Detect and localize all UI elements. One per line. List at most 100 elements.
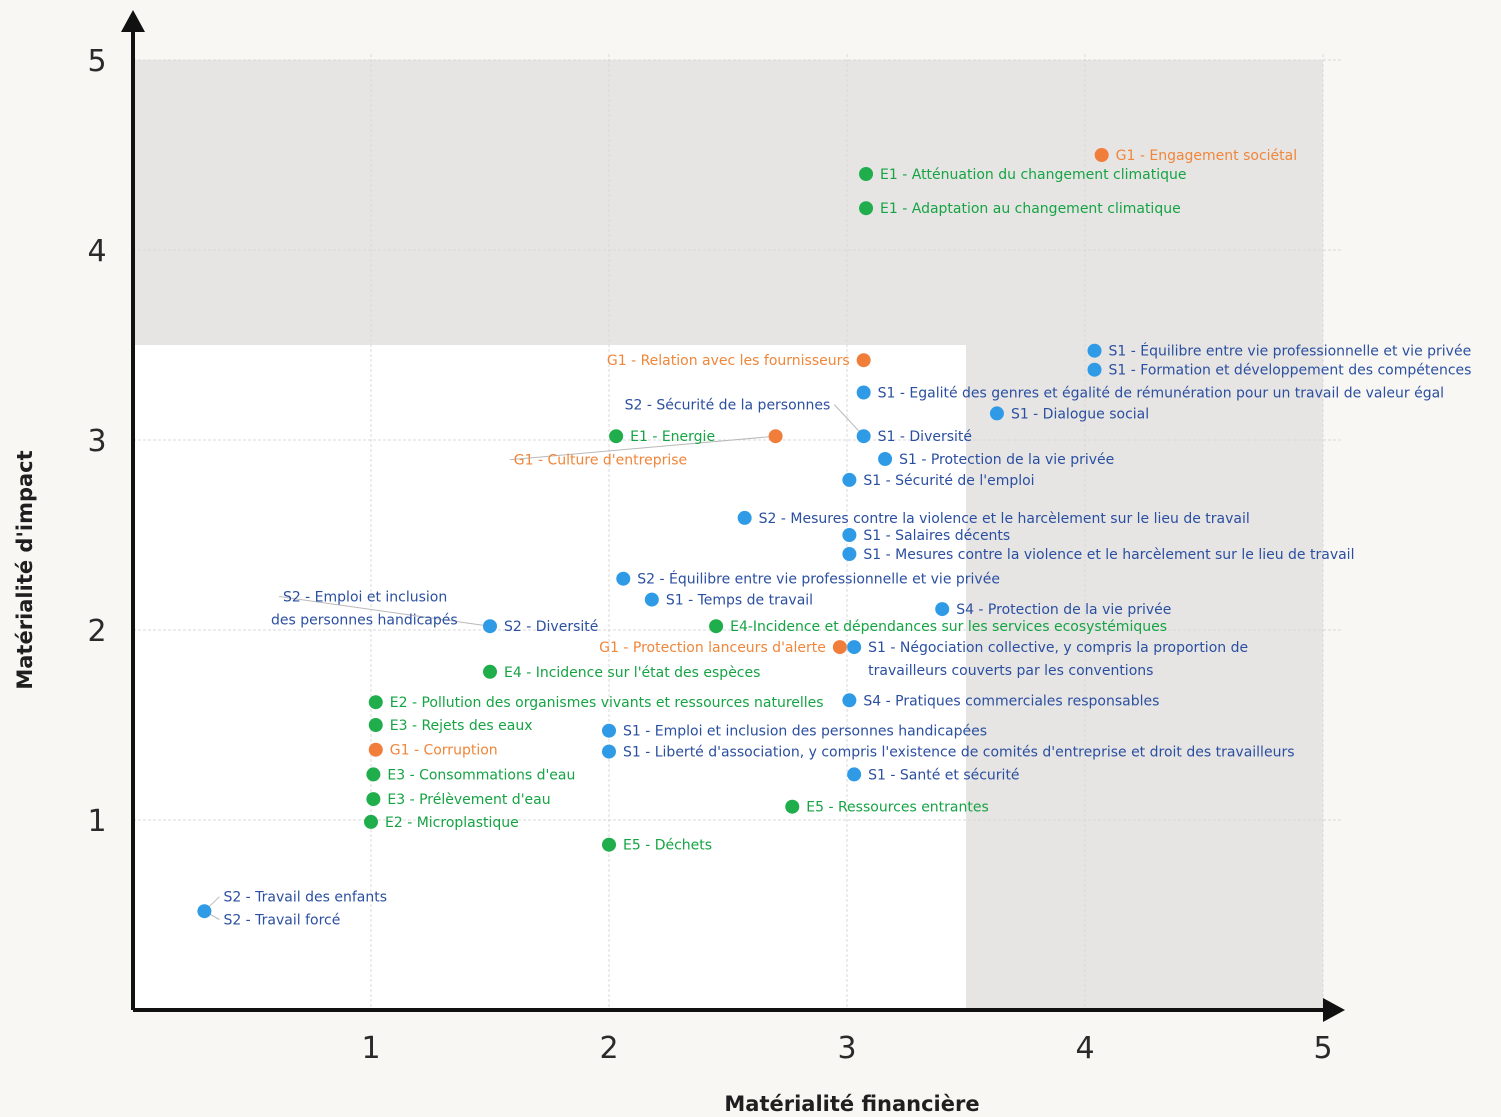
point-social [483,619,497,634]
point-environment [368,695,383,710]
point-social [1087,362,1102,377]
point-label: S2 - Mesures contre la violence et le ha… [759,511,1250,527]
point-social [856,385,871,400]
point-social [842,472,857,487]
point-environment [859,201,874,216]
point-governance [856,353,871,368]
point-label: E4-Incidence et dépendances sur les serv… [730,619,1167,635]
point-environment [366,792,381,807]
x-axis-arrowhead [1323,998,1345,1022]
point-social [878,452,893,466]
point-label: E3 - Prélèvement d'eau [387,792,550,808]
point-social [737,510,752,525]
leader-line [833,404,865,437]
point-environment [609,429,624,444]
point-label: E3 - Rejets des eaux [390,718,533,734]
callout-label: S2 - Sécurité de la personnes [625,398,831,414]
point-label: G1 - Protection lanceurs d'alerte [599,640,826,656]
point-social [842,547,857,561]
point-social [197,904,212,919]
y-tick-label: 1 [87,804,106,839]
point-label: E2 - Pollution des organismes vivants et… [390,695,824,711]
point-governance [1094,148,1109,162]
point-label: S1 - Mesures contre la violence et le ha… [863,547,1354,563]
point-label: S1 - Sécurité de l'emploi [863,473,1034,489]
x-tick-label: 5 [1313,1031,1332,1066]
point-label: S1 - Équilibre entre vie professionnelle… [1109,343,1472,360]
point-environment [709,619,724,634]
x-tick-label: 1 [361,1031,380,1066]
y-tick-label: 4 [87,234,106,269]
point-label: G1 - Engagement sociétal [1116,148,1297,164]
y-tick-label: 3 [87,424,106,459]
point-environment [366,767,381,782]
point-environment [483,664,497,679]
point-label: S1 - Temps de travail [666,593,813,609]
point-label: E4 - Incidence sur l'état des espèces [504,665,760,681]
point-label: G1 - Corruption [390,743,498,759]
y-axis-title: Matérialité d'impact [13,450,37,689]
axes [121,10,1345,1022]
point-label: S1 - Diversité [878,429,972,445]
point-governance [368,742,383,757]
point-environment [602,837,616,852]
data-points [197,148,1109,919]
point-label: E3 - Consommations d'eau [387,767,575,783]
point-social [842,693,857,708]
callout-label: S2 - Travail forcé [223,913,340,929]
point-social [1087,343,1102,358]
x-axis-title: Matérialité financière [724,1092,979,1116]
point-social [842,528,857,542]
point-social [602,744,616,759]
point-environment [785,799,800,814]
y-tick-label: 5 [87,44,106,79]
leader-line [509,435,776,461]
point-label: S1 - Protection de la vie privée [899,452,1114,468]
point-governance [768,429,783,444]
point-label: S2 - Diversité [504,619,598,635]
point-label: S1 - Emploi et inclusion des personnes h… [623,724,987,740]
point-label: S1 - Santé et sécurité [868,767,1019,783]
point-label: E5 - Déchets [623,838,712,854]
point-label: S1 - Dialogue social [1011,406,1149,422]
point-label: G1 - Relation avec les fournisseurs [607,353,850,369]
point-label: S1 - Salaires décents [863,528,1010,544]
point-social [847,767,862,782]
x-tick-label: 4 [1075,1031,1094,1066]
point-social [602,723,616,738]
callout-label: des personnes handicapés [271,612,458,628]
point-social [856,429,871,444]
point-label: S4 - Pratiques commerciales responsables [863,693,1159,709]
point-social [935,602,950,617]
point-label: E1 - Adaptation au changement climatique [880,201,1181,217]
point-environment [364,814,378,829]
point-label: travailleurs couverts par les convention… [868,663,1153,679]
point-social [847,640,862,655]
point-label: E2 - Microplastique [385,815,519,831]
point-environment [859,167,874,181]
point-social [616,571,631,586]
callout-label: S2 - Travail des enfants [223,890,387,906]
y-axis-arrowhead [121,10,145,32]
point-label: E1 - Energie [630,429,715,445]
point-label: S1 - Egalité des genres et égalité de ré… [878,386,1444,402]
point-governance [832,640,847,655]
x-tick-label: 3 [837,1031,856,1066]
point-label: S1 - Formation et développement des comp… [1109,363,1472,379]
callout-label: S2 - Emploi et inclusion [283,590,447,606]
leader-line [278,596,491,627]
point-label: S2 - Équilibre entre vie professionnelle… [637,571,1000,588]
point-label: E1 - Atténuation du changement climatiqu… [880,167,1186,183]
point-labels: G1 - Engagement sociétal E1 - Atténuation… [223,148,1471,929]
point-label: E5 - Ressources entrantes [806,800,989,816]
point-social [989,406,1004,421]
point-environment [368,718,383,732]
x-tick-label: 2 [599,1031,618,1066]
point-label: S4 - Protection de la vie privée [956,602,1171,618]
callout-label: G1 - Culture d'entreprise [514,453,687,469]
point-social [644,592,659,607]
y-tick-label: 2 [87,614,106,649]
point-label: S1 - Négociation collective, y compris l… [868,640,1248,656]
point-label: S1 - Liberté d'association, y compris l'… [623,745,1295,761]
